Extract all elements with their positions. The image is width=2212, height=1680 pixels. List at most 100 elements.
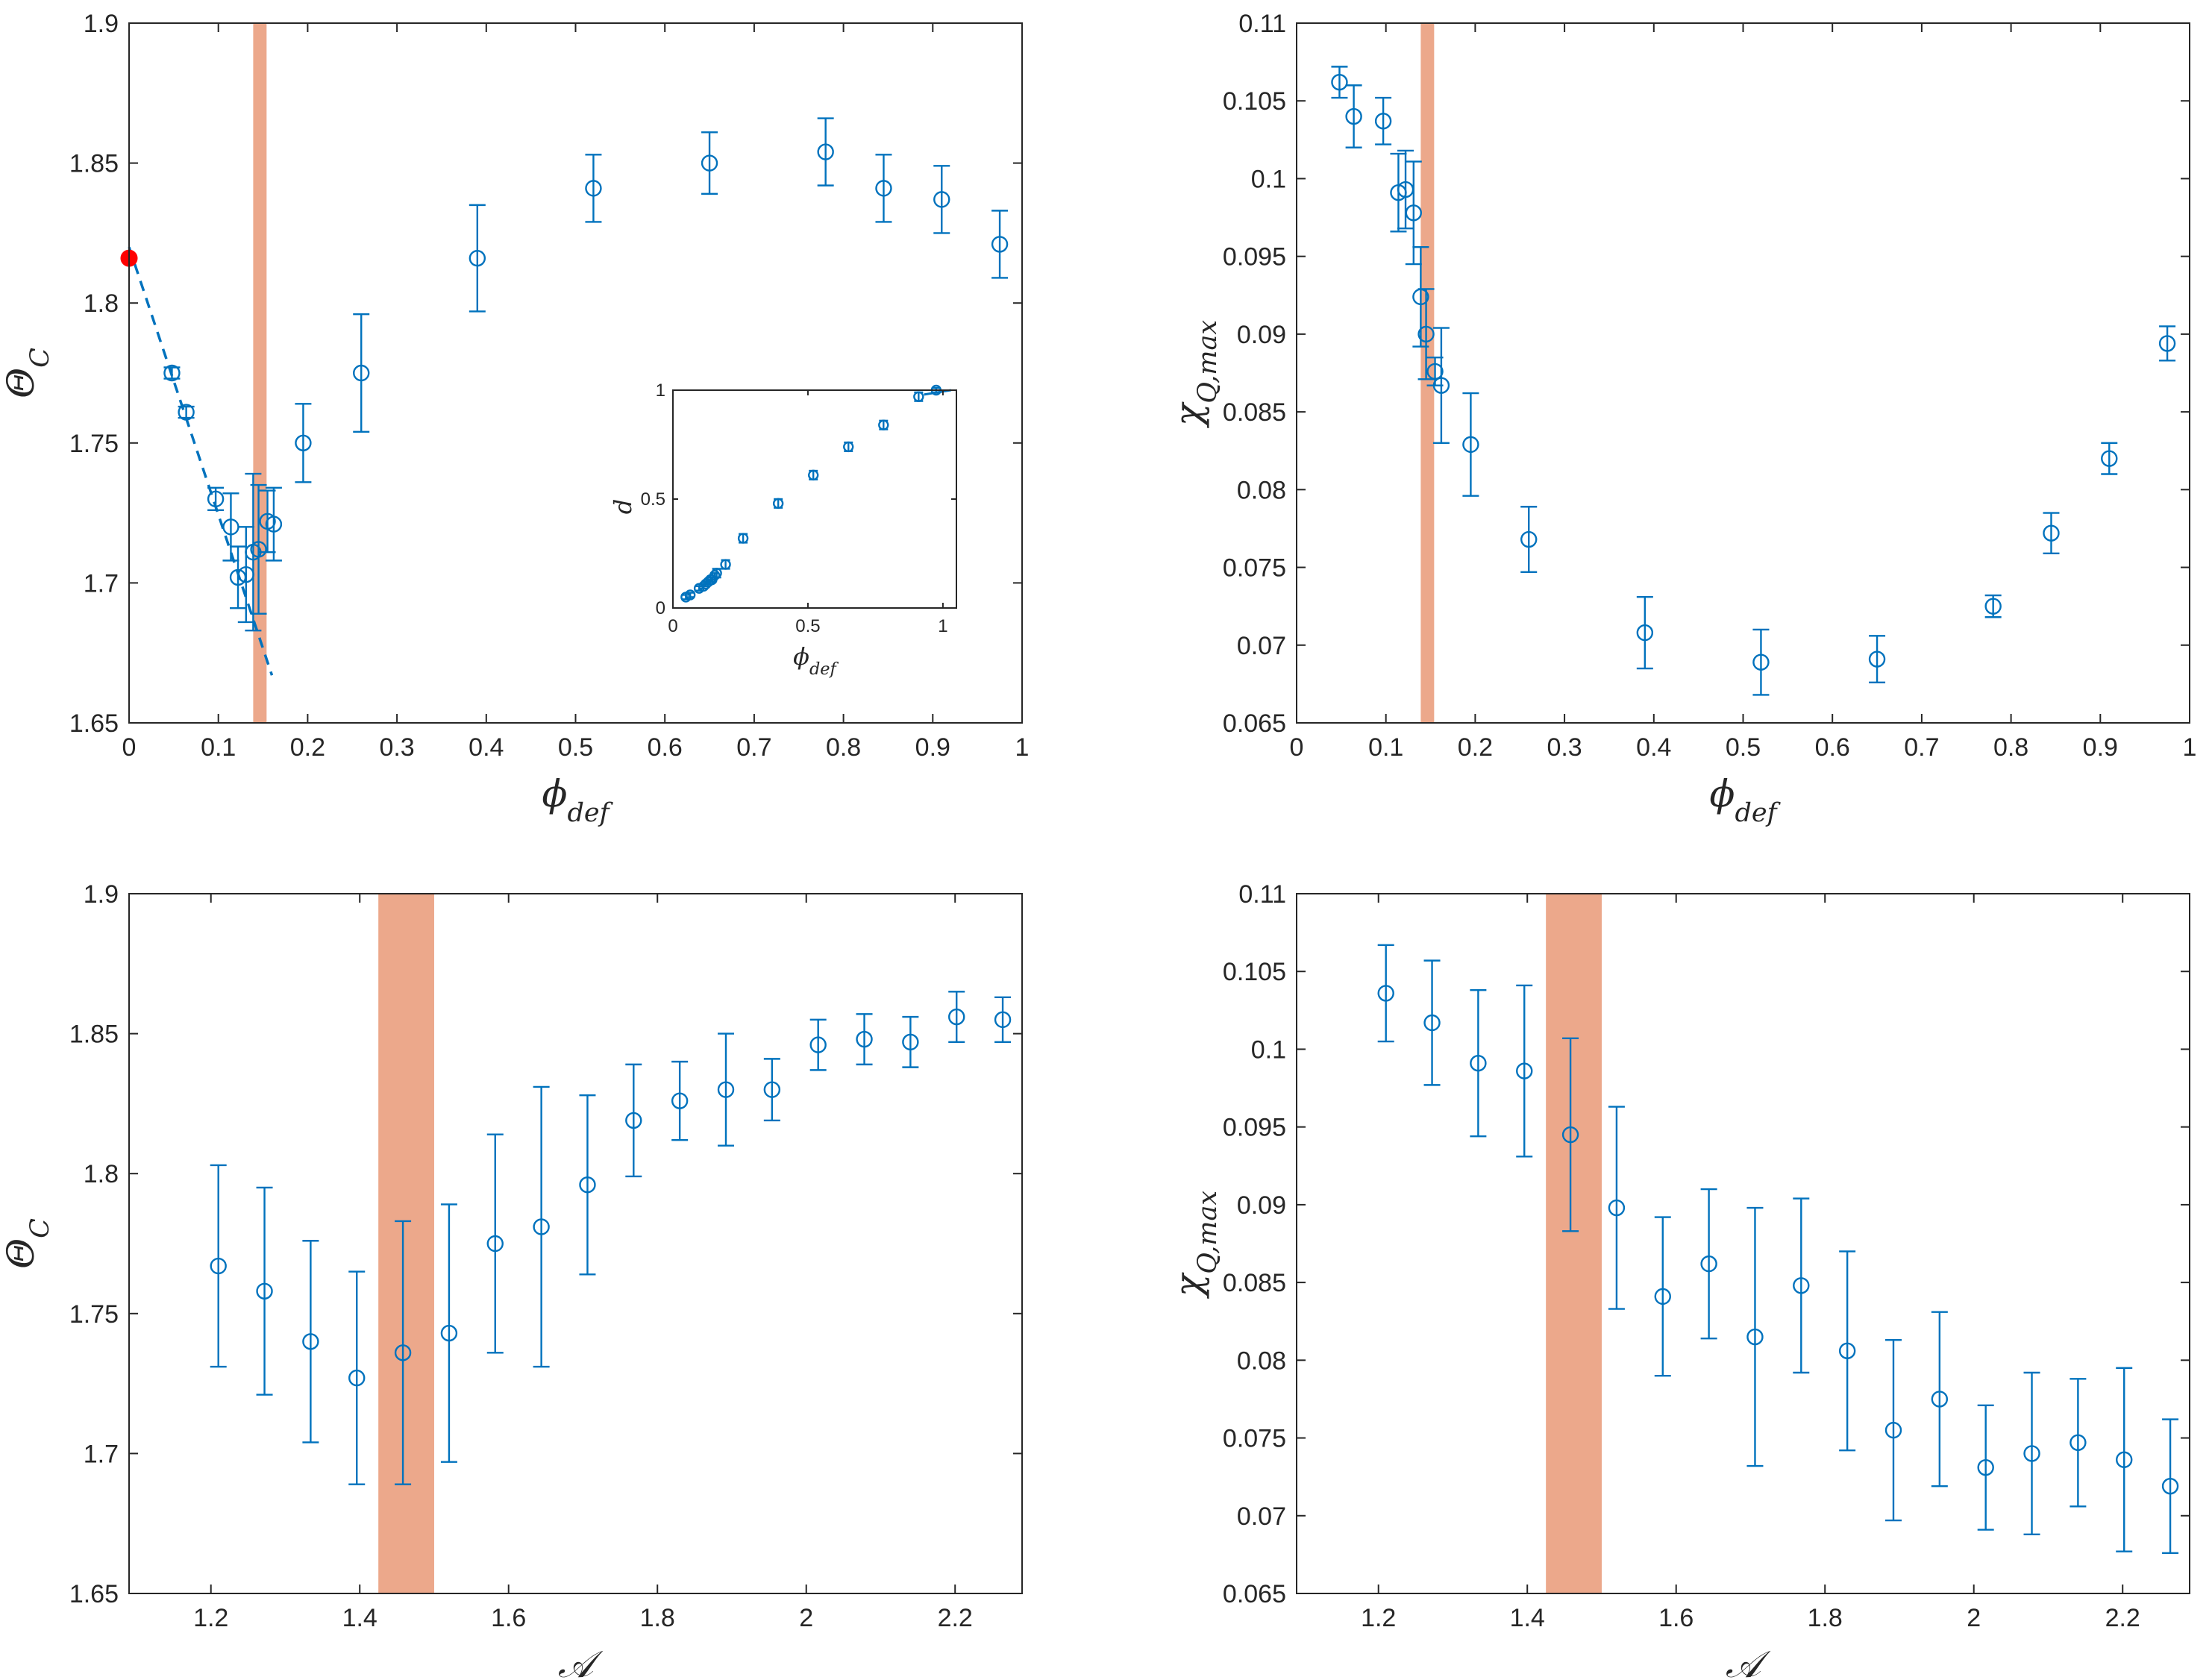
- inset-plot: 0 0.5 1 0 0.5 1 ϕdef d: [609, 380, 957, 679]
- y-tick-label: 0.065: [1223, 709, 1286, 738]
- y-tick-label: 0.07: [1237, 1502, 1286, 1531]
- x-tick-label: 1: [2183, 733, 2197, 762]
- series-data-point: [469, 249, 486, 267]
- series-data-point: [1520, 530, 1538, 548]
- x-tick-label: 0.2: [1458, 733, 1493, 762]
- panel-c: 1.2 1.4 1.6 1.8 2 2.2 1.65 1.7 1.75 1.8 1.85 1.9 𝒜 ΘC: [0, 880, 1023, 1680]
- inset-data-point: [737, 533, 749, 544]
- panel-a: 0 0.1 0.2 0.3 0.4 0.5 0.6 0.7 0.8 0.9 1 1.65 1.7 1.75…: [0, 10, 1029, 828]
- series-data-point: [809, 1036, 827, 1053]
- x-tick-label: 1.8: [640, 1604, 675, 1632]
- x-tick-label: 0.3: [1547, 733, 1582, 762]
- axes-frame: [672, 389, 957, 609]
- y-tick-label: 1.8: [84, 1160, 119, 1188]
- series-data-point: [671, 1092, 689, 1109]
- series-data-point: [1417, 325, 1435, 343]
- series-data-point: [1423, 1014, 1441, 1032]
- series-data-point: [207, 490, 225, 508]
- series-data-point: [625, 1112, 642, 1129]
- series-data-point: [1608, 1199, 1626, 1217]
- series-data-point: [302, 1333, 319, 1350]
- series-data-point: [1793, 1277, 1810, 1294]
- y-tick-label: 0.08: [1237, 1347, 1286, 1375]
- x-tick-label: 0.8: [1993, 733, 2028, 762]
- series-data-point: [1977, 1458, 1994, 1476]
- x-tick-label: 2: [1967, 1604, 1981, 1632]
- x-tick-label: 0.4: [1636, 733, 1671, 762]
- series-data-point: [2023, 1445, 2040, 1462]
- panel-b: 0 0.1 0.2 0.3 0.4 0.5 0.6 0.7 0.8 0.9 1 0.065 0.07 0.…: [1167, 10, 2196, 828]
- y-tick-label: 0.105: [1223, 87, 1286, 116]
- series-data-point: [1561, 1126, 1579, 1144]
- y-tick-label: 1: [656, 380, 665, 401]
- inset-data-point: [913, 391, 924, 402]
- series-data-point: [1838, 1342, 1856, 1360]
- series-data-point: [250, 541, 267, 558]
- x-tick-label: 1.2: [193, 1604, 228, 1632]
- series-data-point: [1868, 651, 1886, 668]
- series-data-point: [533, 1218, 550, 1235]
- series-data-point: [256, 1282, 273, 1300]
- x-tick-label: 0.1: [201, 733, 236, 762]
- y-tick-label: 1.9: [84, 10, 119, 38]
- series-data-point: [1746, 1328, 1764, 1346]
- x-tick-label: 1.4: [1510, 1604, 1545, 1632]
- axes-frame: [128, 22, 1023, 724]
- x-tick-label: 0: [668, 616, 677, 636]
- series-data-point: [2158, 335, 2176, 352]
- series-data-point: [856, 1030, 873, 1048]
- series-data-point: [2116, 1451, 2133, 1468]
- series-data-point: [701, 154, 718, 172]
- series-data-point: [394, 1344, 412, 1361]
- x-tick-label: 0: [1290, 733, 1304, 762]
- series-data-point: [817, 143, 834, 160]
- series-data-point: [1462, 436, 1479, 454]
- x-axis-label: 𝒜: [558, 1643, 604, 1680]
- x-tick-label: 0.1: [1368, 733, 1403, 762]
- series-data-point: [1470, 1055, 1487, 1072]
- series-data-point: [1984, 598, 2002, 615]
- y-tick-label: 1.85: [69, 1021, 119, 1049]
- x-tick-label: 1: [938, 616, 947, 636]
- x-tick-label: 0.9: [915, 733, 950, 762]
- x-axis-label: ϕdef: [1709, 772, 1781, 828]
- series-data-point: [1331, 74, 1348, 91]
- series-data-point: [440, 1324, 458, 1342]
- y-tick-label: 1.65: [69, 1580, 119, 1608]
- series-data-point: [210, 1257, 227, 1275]
- y-axis-label: χQ,max: [1167, 320, 1223, 428]
- series-data-point: [1931, 1391, 1949, 1408]
- panel-d: 1.2 1.4 1.6 1.8 2 2.2 0.065 0.07 0.075 0.08 0.085 0…: [1167, 880, 2190, 1680]
- series-data-point: [1752, 653, 1770, 671]
- fit-line: [128, 246, 274, 676]
- series-data-point: [2043, 524, 2060, 542]
- x-tick-label: 0.6: [1815, 733, 1850, 762]
- inset-data-point: [878, 419, 889, 430]
- highlight-band: [253, 23, 267, 723]
- inset-data-point: [843, 441, 854, 453]
- series-data-point: [933, 191, 950, 208]
- x-tick-label: 0.3: [379, 733, 414, 762]
- y-tick-label: 0.085: [1223, 1269, 1286, 1297]
- x-tick-label: 1.6: [1658, 1604, 1694, 1632]
- series-data-point: [1426, 363, 1444, 380]
- y-tick-label: 0.095: [1223, 1114, 1286, 1142]
- y-tick-label: 0.075: [1223, 1425, 1286, 1453]
- y-tick-label: 0.08: [1237, 476, 1286, 504]
- y-tick-label: 0.09: [1237, 1191, 1286, 1220]
- series-data-point: [178, 404, 195, 421]
- x-axis-label: 𝒜: [1726, 1643, 1771, 1680]
- y-tick-label: 1.7: [84, 1440, 119, 1468]
- inset-y-axis-label: d: [609, 499, 637, 514]
- x-tick-label: 0.8: [826, 733, 861, 762]
- series-data-point: [348, 1369, 366, 1387]
- x-tick-label: 1.6: [491, 1604, 526, 1632]
- y-tick-label: 0.095: [1223, 243, 1286, 272]
- x-tick-label: 0.4: [469, 733, 504, 762]
- series-data-point: [1654, 1288, 1671, 1306]
- y-tick-label: 0.11: [1238, 10, 1286, 38]
- y-tick-label: 0.105: [1223, 958, 1286, 986]
- series-data-point: [353, 364, 370, 382]
- inset-data-point: [720, 559, 731, 570]
